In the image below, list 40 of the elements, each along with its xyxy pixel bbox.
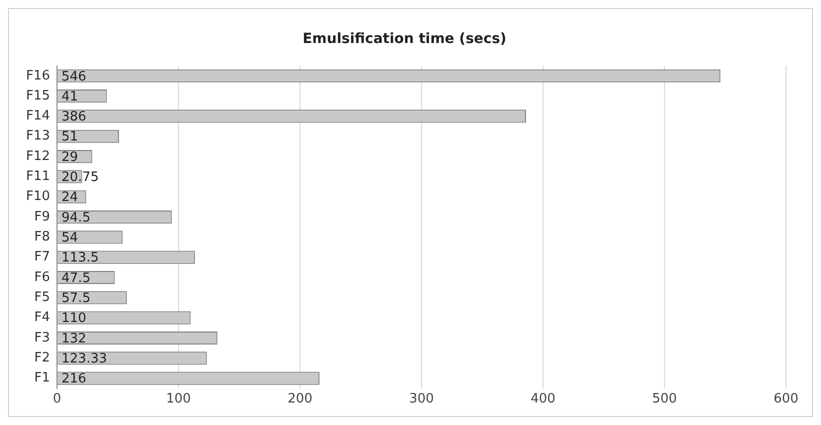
data-label: 386	[62, 110, 86, 125]
data-label: 20.75	[62, 170, 99, 186]
y-tick-label: F14	[26, 108, 50, 124]
x-tick-label: 0	[52, 392, 62, 407]
y-tick-label: F3	[34, 330, 50, 346]
data-label: 54	[62, 230, 78, 246]
data-label: 41	[62, 89, 78, 104]
data-label: 123.33	[62, 352, 108, 367]
y-tick-label: F11	[26, 169, 50, 184]
y-tick-label: F1	[34, 370, 50, 386]
data-label: 24	[62, 190, 78, 206]
x-tick-label: 500	[652, 392, 677, 407]
data-label: 51	[62, 130, 78, 145]
data-label: 113.5	[62, 250, 99, 266]
data-label: 216	[62, 372, 86, 387]
data-label: 29	[62, 150, 78, 165]
y-tick-label: F6	[34, 270, 50, 285]
y-tick-label: F9	[34, 209, 50, 224]
x-tick-label: 100	[166, 392, 191, 407]
data-label: 94.5	[62, 210, 90, 226]
x-tick-label: 200	[288, 392, 312, 407]
data-label: 546	[62, 69, 86, 84]
y-tick-label: F12	[26, 148, 50, 164]
y-tick-label: F2	[34, 350, 50, 366]
data-label: 57.5	[62, 291, 90, 306]
x-tick-label: 400	[530, 392, 556, 407]
data-label: 132	[62, 331, 86, 346]
x-tick-label: 300	[409, 392, 434, 407]
y-tick-label: F13	[26, 128, 50, 144]
y-tick-label: F15	[26, 88, 50, 104]
y-tick-label: F10	[26, 189, 50, 204]
y-tick-label: F7	[34, 250, 50, 265]
y-tick-label: F5	[34, 290, 50, 306]
x-tick-label: 600	[774, 392, 798, 407]
data-label: 47.5	[62, 270, 90, 286]
data-label: 110	[62, 311, 86, 326]
y-tick-label: F8	[34, 230, 50, 245]
y-tick-label: F16	[26, 68, 50, 84]
y-tick-label: F4	[34, 310, 50, 326]
chart-title: Emulsification time (secs)	[302, 31, 506, 48]
